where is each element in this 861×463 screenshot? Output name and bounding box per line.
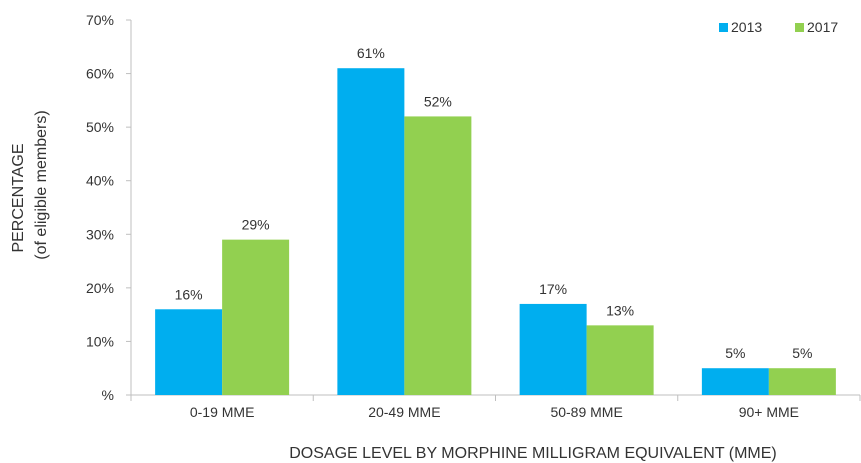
bar-2013-2 xyxy=(519,303,587,395)
legend-swatch-2017 xyxy=(795,23,804,32)
bars xyxy=(155,68,836,395)
y-tick-label: 40% xyxy=(86,173,114,189)
x-tick-label: 0-19 MME xyxy=(190,404,255,420)
y-tick-label: 20% xyxy=(86,280,114,296)
y-tick-label: % xyxy=(102,387,114,403)
x-axis: 0-19 MME 20-49 MME 50-89 MME 90+ MME xyxy=(130,394,861,420)
x-tick-label: 90+ MME xyxy=(739,404,799,420)
y-tick-label: 10% xyxy=(86,333,114,349)
bar-2013-0 xyxy=(155,309,223,395)
y-tick-label: 70% xyxy=(86,12,114,28)
y-tick-label: 30% xyxy=(86,226,114,242)
bar-2017-0 xyxy=(222,239,290,395)
data-label-2017-0: 29% xyxy=(242,217,270,233)
y-tick-label: 50% xyxy=(86,119,114,135)
x-axis-title: DOSAGE LEVEL BY MORPHINE MILLIGRAM EQUIV… xyxy=(289,445,777,462)
data-labels: 16% 29% 61% 52% 17% 13% 5% 5% xyxy=(175,45,813,361)
x-tick-label: 20-49 MME xyxy=(368,404,440,420)
bar-2017-1 xyxy=(404,116,472,395)
data-label-2013-0: 16% xyxy=(175,286,203,302)
bar-2017-2 xyxy=(586,325,654,395)
x-tick-label: 50-89 MME xyxy=(550,404,622,420)
legend: 2013 2017 xyxy=(719,19,838,35)
legend-label-2013: 2013 xyxy=(731,19,762,35)
legend-label-2017: 2017 xyxy=(807,19,838,35)
legend-swatch-2013 xyxy=(719,23,728,32)
bar-2017-3 xyxy=(768,368,836,395)
bar-2013-1 xyxy=(337,68,405,395)
data-label-2013-1: 61% xyxy=(357,45,385,61)
data-label-2017-1: 52% xyxy=(424,93,452,109)
y-axis: % 10% 20% 30% 40% 50% 60% 70% xyxy=(86,12,132,403)
data-label-2013-3: 5% xyxy=(725,345,745,361)
data-label-2017-2: 13% xyxy=(606,302,634,318)
bar-2013-3 xyxy=(701,368,769,395)
data-label-2013-2: 17% xyxy=(539,281,567,297)
y-axis-title-line2: (of eligible members) xyxy=(33,110,50,259)
y-axis-title-line1: PERCENTAGE xyxy=(10,143,27,252)
y-tick-label: 60% xyxy=(86,66,114,82)
data-label-2017-3: 5% xyxy=(792,345,812,361)
